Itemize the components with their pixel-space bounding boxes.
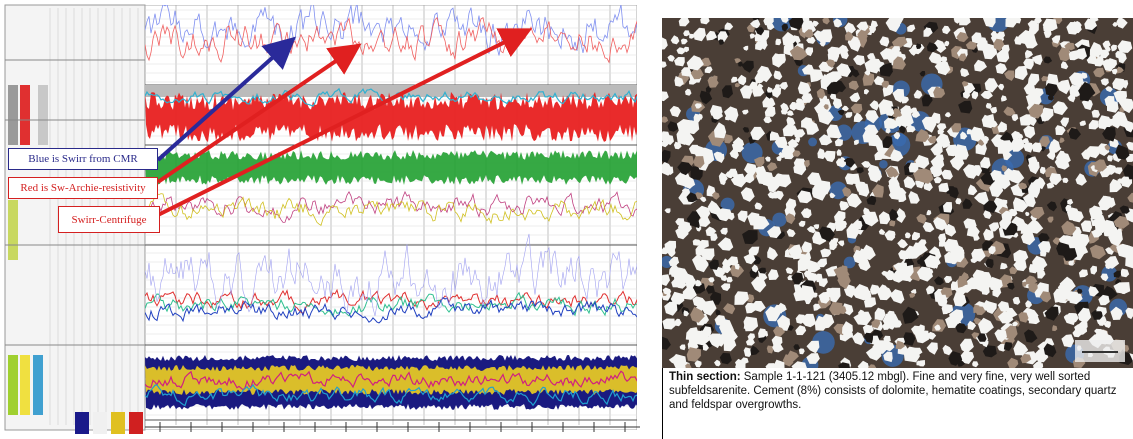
- callout: Red is Sw-Archie-resistivity: [8, 177, 158, 199]
- legend-chip: [129, 412, 143, 434]
- figure: Blue is Swirr from CMR Red is Sw-Archie-…: [0, 0, 1133, 439]
- header-swatch: [20, 355, 30, 415]
- thin-section-photo: [657, 10, 1133, 375]
- pore: [879, 160, 888, 169]
- header-swatch: [8, 355, 18, 415]
- pore: [808, 138, 817, 147]
- legend-chip: [111, 412, 125, 434]
- header-swatch: [38, 85, 48, 145]
- header-swatch: [20, 85, 30, 145]
- grey-band: [145, 85, 637, 97]
- header-swatch: [8, 200, 18, 260]
- caption: Thin section: Sample 1-1-121 (3405.12 mb…: [662, 368, 1133, 439]
- header-swatch: [33, 355, 43, 415]
- legend-chip: [93, 412, 107, 434]
- caption-label: Thin section:: [669, 371, 741, 383]
- header-swatch: [8, 85, 18, 145]
- legend-chip: [75, 412, 89, 434]
- callout: Swirr-Centrifuge: [58, 206, 160, 233]
- callout: Blue is Swirr from CMR: [8, 148, 158, 170]
- log-tracks: [145, 0, 640, 430]
